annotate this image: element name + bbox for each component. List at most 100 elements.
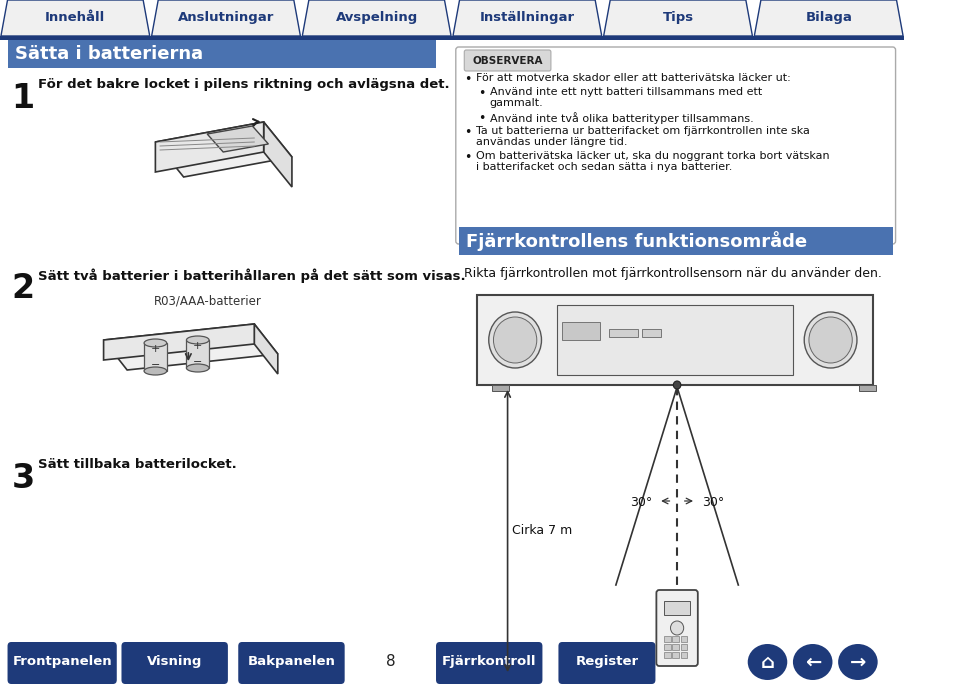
Text: •: • <box>465 73 471 86</box>
Text: Avspelning: Avspelning <box>336 10 418 23</box>
Polygon shape <box>453 0 602 36</box>
Bar <box>563 322 600 340</box>
Circle shape <box>489 312 541 368</box>
Circle shape <box>673 381 681 389</box>
Text: Register: Register <box>575 656 638 669</box>
Bar <box>664 644 670 650</box>
FancyBboxPatch shape <box>456 47 896 244</box>
Bar <box>672 644 679 650</box>
Text: 8: 8 <box>386 654 396 669</box>
Text: Om batterivätska läcker ut, ska du noggrant torka bort vätskan: Om batterivätska läcker ut, ska du noggr… <box>475 151 829 161</box>
Polygon shape <box>1 0 150 36</box>
Circle shape <box>809 317 852 363</box>
Text: 30°: 30° <box>702 496 724 509</box>
Bar <box>186 340 209 368</box>
Circle shape <box>804 312 857 368</box>
FancyBboxPatch shape <box>436 642 542 684</box>
Text: användas under längre tid.: användas under längre tid. <box>475 137 627 147</box>
Text: •: • <box>465 151 471 164</box>
FancyBboxPatch shape <box>559 642 656 684</box>
Text: Sätt två batterier i batterihållaren på det sätt som visas.: Sätt två batterier i batterihållaren på … <box>37 268 466 283</box>
Text: +: + <box>151 344 160 354</box>
Text: Tips: Tips <box>662 10 693 23</box>
Text: Ta ut batterierna ur batterifacket om fjärrkontrollen inte ska: Ta ut batterierna ur batterifacket om fj… <box>475 126 809 136</box>
Text: Sätta i batterierna: Sätta i batterierna <box>15 45 204 63</box>
Text: ←: ← <box>804 653 821 671</box>
FancyBboxPatch shape <box>122 642 228 684</box>
Ellipse shape <box>838 644 877 680</box>
Ellipse shape <box>793 644 832 680</box>
Bar <box>8 40 436 68</box>
Text: R03/AAA-batterier: R03/AAA-batterier <box>154 294 261 307</box>
Text: Använd inte två olika batterityper tillsammans.: Använd inte två olika batterityper tills… <box>490 112 754 124</box>
Text: Visning: Visning <box>147 656 203 669</box>
Ellipse shape <box>186 364 209 372</box>
Bar <box>558 305 793 375</box>
Bar <box>681 652 687 658</box>
Bar <box>642 329 661 337</box>
Polygon shape <box>156 122 264 172</box>
Bar <box>610 329 637 337</box>
Bar <box>664 601 690 615</box>
Text: Bakpanelen: Bakpanelen <box>248 656 335 669</box>
Bar <box>681 644 687 650</box>
Bar <box>672 636 679 642</box>
Text: Rikta fjärrkontrollen mot fjärrkontrollsensorn när du använder den.: Rikta fjärrkontrollen mot fjärrkontrolls… <box>465 267 882 280</box>
Text: För att motverka skador eller att batterivätska läcker ut:: För att motverka skador eller att batter… <box>475 73 790 83</box>
Text: Innehåll: Innehåll <box>45 10 106 23</box>
Text: Cirka 7 m: Cirka 7 m <box>513 525 572 538</box>
Text: Sätt tillbaka batterilocket.: Sätt tillbaka batterilocket. <box>37 458 236 471</box>
Polygon shape <box>152 0 300 36</box>
Text: gammalt.: gammalt. <box>490 98 543 108</box>
Text: •: • <box>465 126 471 139</box>
Text: −: − <box>193 357 203 367</box>
Polygon shape <box>156 122 292 177</box>
Text: Frontpanelen: Frontpanelen <box>12 656 112 669</box>
FancyBboxPatch shape <box>465 50 551 71</box>
Bar <box>492 385 509 391</box>
Text: 2: 2 <box>12 272 35 305</box>
Bar <box>477 295 873 385</box>
Polygon shape <box>254 324 277 374</box>
Polygon shape <box>264 122 292 187</box>
Ellipse shape <box>144 339 167 347</box>
FancyBboxPatch shape <box>657 590 698 666</box>
Bar <box>672 652 679 658</box>
FancyBboxPatch shape <box>238 642 345 684</box>
Text: Fjärrkontroll: Fjärrkontroll <box>442 656 537 669</box>
Bar <box>0 36 904 40</box>
Text: Bilaga: Bilaga <box>805 10 852 23</box>
Text: •: • <box>478 112 486 125</box>
Polygon shape <box>755 0 903 36</box>
Text: Fjärrkontrollens funktionsområde: Fjärrkontrollens funktionsområde <box>467 231 807 251</box>
Text: ⌂: ⌂ <box>760 653 775 671</box>
Text: 1: 1 <box>12 82 35 115</box>
Ellipse shape <box>748 644 787 680</box>
Bar <box>459 227 893 255</box>
Text: Anslutningar: Anslutningar <box>178 10 275 23</box>
Text: •: • <box>478 87 486 100</box>
Polygon shape <box>104 324 277 370</box>
Bar <box>859 385 876 391</box>
Text: +: + <box>193 341 203 351</box>
Circle shape <box>493 317 537 363</box>
Bar <box>681 636 687 642</box>
Text: Använd inte ett nytt batteri tillsammans med ett: Använd inte ett nytt batteri tillsammans… <box>490 87 762 97</box>
Ellipse shape <box>144 367 167 375</box>
Polygon shape <box>104 324 254 360</box>
Text: Inställningar: Inställningar <box>480 10 575 23</box>
Text: 30°: 30° <box>630 496 653 509</box>
Text: →: → <box>850 653 866 671</box>
Polygon shape <box>604 0 753 36</box>
FancyBboxPatch shape <box>8 642 117 684</box>
Text: OBSERVERA: OBSERVERA <box>472 55 542 66</box>
Text: För det bakre locket i pilens riktning och avlägsna det.: För det bakre locket i pilens riktning o… <box>37 78 449 91</box>
Bar <box>664 652 670 658</box>
Polygon shape <box>302 0 451 36</box>
Ellipse shape <box>186 336 209 344</box>
Circle shape <box>670 621 684 635</box>
Text: 3: 3 <box>12 462 35 495</box>
Text: i batterifacket och sedan sätta i nya batterier.: i batterifacket och sedan sätta i nya ba… <box>475 162 732 172</box>
Bar <box>664 636 670 642</box>
Polygon shape <box>207 126 269 152</box>
